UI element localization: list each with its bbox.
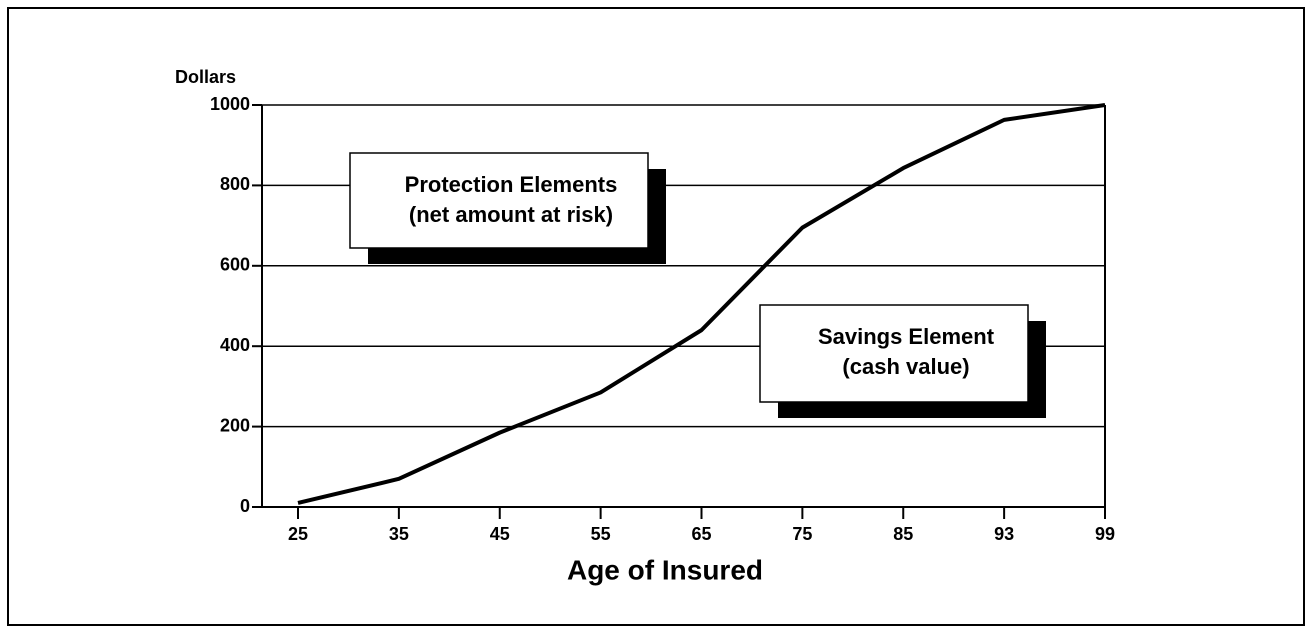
x-tick-label: 75: [792, 524, 812, 544]
annotation-text: (net amount at risk): [409, 202, 613, 227]
x-tick-label: 25: [288, 524, 308, 544]
y-tick-label: 800: [220, 174, 250, 194]
line: [297, 103, 1106, 505]
y-axis-label: Dollars: [175, 67, 236, 87]
y-tick-label: 600: [220, 255, 250, 275]
x-tick-label: 85: [893, 524, 913, 544]
y-tick-label: 200: [220, 415, 250, 435]
y-tick-label: 1000: [210, 94, 250, 114]
y-tick-label: 400: [220, 335, 250, 355]
x-tick-label: 93: [994, 524, 1014, 544]
x-tick-label: 99: [1095, 524, 1115, 544]
annotation-box: [759, 304, 1029, 403]
annotation-text: Savings Element: [818, 324, 995, 349]
x-tick-label: 55: [591, 524, 611, 544]
x-tick-label: 45: [490, 524, 510, 544]
annotation-text: Protection Elements: [405, 172, 618, 197]
x-tick-label: 65: [691, 524, 711, 544]
annotation-text: (cash value): [842, 354, 969, 379]
frame: [7, 7, 1305, 626]
annotation-box: [349, 152, 649, 249]
x-tick-label: 35: [389, 524, 409, 544]
x-axis-label: Age of Insured: [567, 554, 763, 585]
y-tick-label: 0: [240, 496, 250, 516]
